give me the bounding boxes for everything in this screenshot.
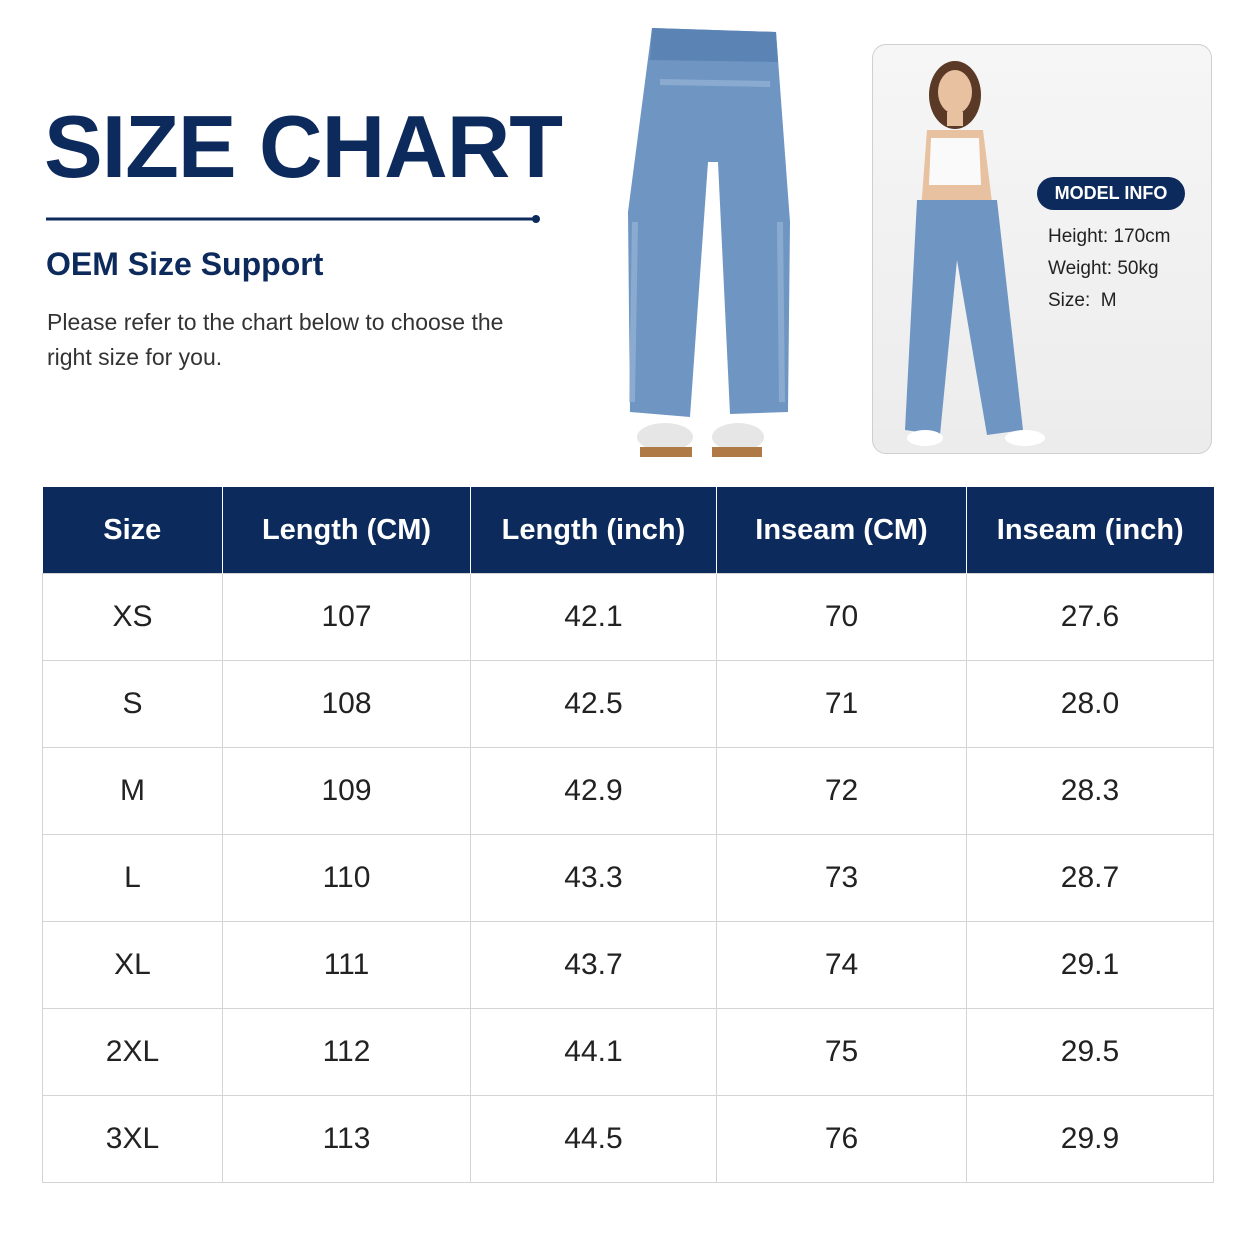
- table-row: XL 111 43.7 74 29.1: [42, 921, 1214, 1009]
- table-cell: S: [42, 660, 223, 748]
- table-cell: 75: [716, 1008, 967, 1096]
- table-cell: 110: [222, 834, 471, 922]
- table-cell: 29.1: [966, 921, 1214, 1009]
- table-row: S 108 42.5 71 28.0: [42, 660, 1214, 748]
- table-cell: L: [42, 834, 223, 922]
- table-cell: 3XL: [42, 1095, 223, 1183]
- table-cell: 42.9: [470, 747, 717, 835]
- model-image: [905, 61, 1045, 446]
- column-header: Inseam (CM): [716, 487, 967, 574]
- table-cell: 76: [716, 1095, 967, 1183]
- table-row: XS 107 42.1 70 27.6: [42, 573, 1214, 661]
- table-cell: 112: [222, 1008, 471, 1096]
- size-table: Size Length (CM) Length (inch) Inseam (CM) I…: [42, 487, 1214, 1183]
- table-cell: 43.7: [470, 921, 717, 1009]
- table-cell: M: [42, 747, 223, 835]
- table-cell: 74: [716, 921, 967, 1009]
- table-row: 3XL 113 44.5 76 29.9: [42, 1095, 1214, 1183]
- table-cell: 111: [222, 921, 471, 1009]
- description: Please refer to the chart below to choos…: [47, 309, 504, 370]
- table-cell: 28.3: [966, 747, 1214, 835]
- table-cell: 43.3: [470, 834, 717, 922]
- jeans-image: [628, 28, 790, 457]
- table-cell: 29.5: [966, 1008, 1214, 1096]
- table-cell: 44.5: [470, 1095, 717, 1183]
- divider: [46, 215, 540, 223]
- header-row: Size Length (CM) Length (inch) Inseam (CM) I…: [42, 487, 1214, 574]
- column-header: Inseam (inch): [966, 487, 1214, 574]
- table-cell: 29.9: [966, 1095, 1214, 1183]
- table-cell: 28.0: [966, 660, 1214, 748]
- table-cell: 42.1: [470, 573, 717, 661]
- table-cell: 109: [222, 747, 471, 835]
- model-info-label: MODEL INFO: [1037, 177, 1185, 210]
- table-cell: 71: [716, 660, 967, 748]
- table-row: 2XL 112 44.1 75 29.5: [42, 1008, 1214, 1096]
- table-row: L 110 43.3 73 28.7: [42, 834, 1214, 922]
- table-cell: 70: [716, 573, 967, 661]
- table-cell: 2XL: [42, 1008, 223, 1096]
- table-row: M 109 42.9 72 28.3: [42, 747, 1214, 835]
- subtitle: OEM Size Support: [46, 246, 324, 282]
- table-cell: 44.1: [470, 1008, 717, 1096]
- table-cell: XS: [42, 573, 223, 661]
- model-info-line: Height: 170cm: [1048, 226, 1171, 247]
- table-cell: 108: [222, 660, 471, 748]
- column-header: Length (CM): [222, 487, 471, 574]
- table-cell: 72: [716, 747, 967, 835]
- table-cell: 113: [222, 1095, 471, 1183]
- table-cell: XL: [42, 921, 223, 1009]
- table-cell: 73: [716, 834, 967, 922]
- title: SIZE CHART: [44, 97, 563, 196]
- table-cell: 42.5: [470, 660, 717, 748]
- table-cell: 28.7: [966, 834, 1214, 922]
- model-info-line: Weight: 50kg: [1048, 258, 1159, 279]
- table-cell: 27.6: [966, 573, 1214, 661]
- column-header: Size: [42, 487, 223, 574]
- column-header: Length (inch): [470, 487, 717, 574]
- model-info-line: Size: M: [1048, 290, 1117, 311]
- table-cell: 107: [222, 573, 471, 661]
